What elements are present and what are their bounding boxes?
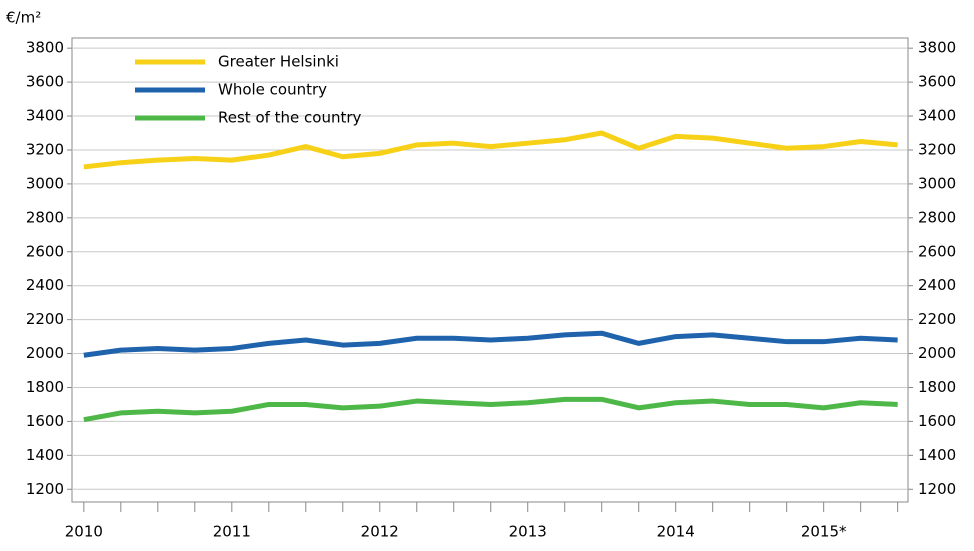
y-tick-label: 2400 — [26, 276, 64, 294]
x-tick-label: 2012 — [361, 523, 399, 541]
series-line — [83, 330, 898, 358]
y2-tick-label: 2600 — [918, 242, 956, 260]
y-tick-label: 3200 — [26, 140, 64, 158]
y2-tick-label: 1800 — [918, 378, 956, 396]
y2-tick-label: 1400 — [918, 446, 956, 464]
y-tick-label: 2600 — [26, 242, 64, 260]
y-tick-label: 1600 — [26, 412, 64, 430]
y-tick-label: 3400 — [26, 107, 64, 125]
y-tick-label: 1800 — [26, 378, 64, 396]
legend-label: Whole country — [218, 81, 327, 99]
y2-tick-label: 1200 — [918, 480, 956, 498]
y-tick-label: 3600 — [26, 73, 64, 91]
plot-frame — [71, 37, 909, 503]
y2-tick-label: 2200 — [918, 310, 956, 328]
y2-tick-label: 2000 — [918, 344, 956, 362]
x-tick-label: 2014 — [657, 523, 695, 541]
y-tick-label: 3800 — [26, 39, 64, 57]
y-tick-label: 1400 — [26, 446, 64, 464]
x-tick-label: 2011 — [213, 523, 251, 541]
y-tick-label: 2800 — [26, 208, 64, 226]
series-line — [83, 396, 898, 423]
y-tick-label: 1200 — [26, 480, 64, 498]
y2-tick-label: 3200 — [918, 140, 956, 158]
y2-tick-label: 3000 — [918, 174, 956, 192]
y2-tick-label: 1600 — [918, 412, 956, 430]
series-line — [83, 130, 898, 170]
y2-tick-label: 2400 — [918, 276, 956, 294]
y2-tick-label: 3800 — [918, 39, 956, 57]
x-tick-label: 2013 — [509, 523, 547, 541]
y-tick-label: 2000 — [26, 344, 64, 362]
y2-tick-label: 2800 — [918, 208, 956, 226]
x-tick-label: 2010 — [65, 523, 103, 541]
x-tick-label: 2015* — [801, 523, 847, 541]
y-axis-label: €/m² — [6, 9, 41, 27]
legend-label: Greater Helsinki — [218, 53, 339, 71]
y2-tick-label: 3600 — [918, 73, 956, 91]
legend-label: Rest of the country — [218, 109, 362, 127]
y2-tick-label: 3400 — [918, 107, 956, 125]
y-tick-label: 3000 — [26, 174, 64, 192]
y-tick-label: 2200 — [26, 310, 64, 328]
